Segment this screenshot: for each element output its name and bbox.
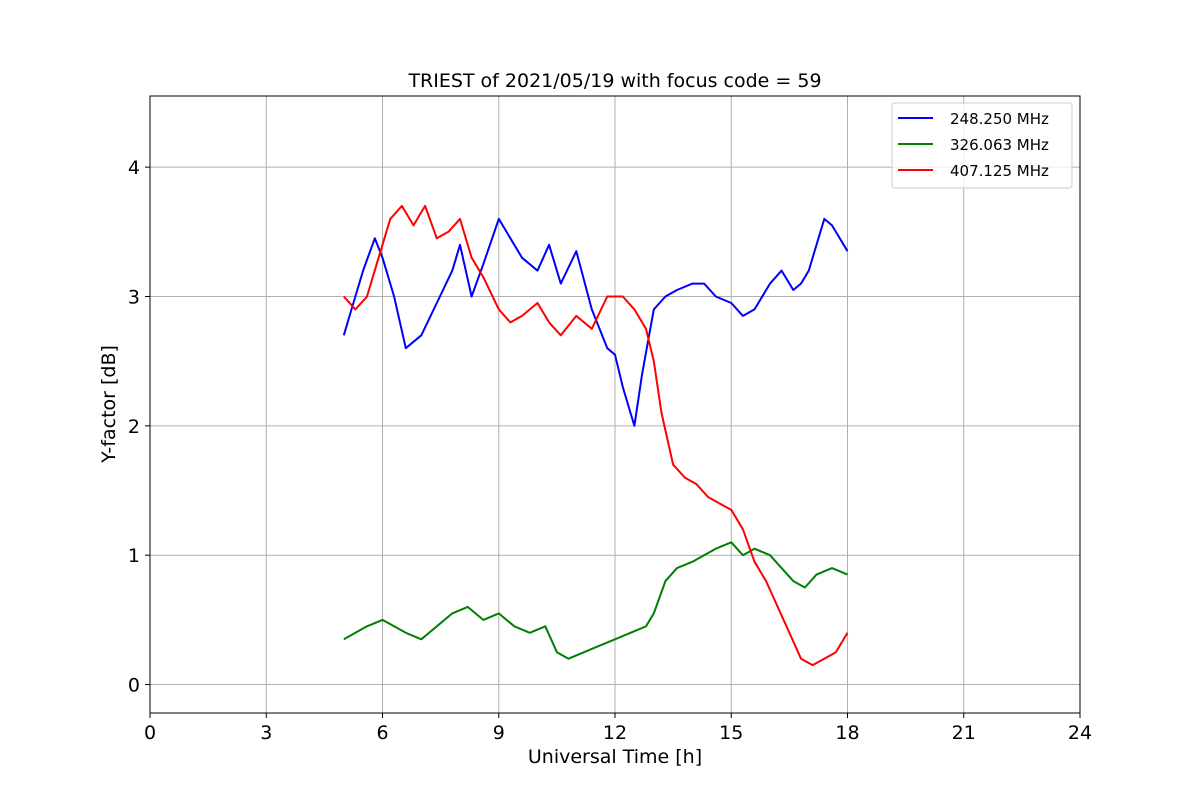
y-axis-label: Y-factor [dB] [98,345,120,464]
x-tick-label: 24 [1068,722,1092,744]
x-tick-label: 6 [376,722,388,744]
y-tick-label: 0 [128,675,140,697]
legend: 248.250 MHz 326.063 MHz 407.125 MHz [891,102,1073,189]
series-line-248-250-mhz [342,217,849,427]
y-tick-label: 1 [128,545,140,567]
legend-label: 248.250 MHz [950,110,1049,128]
series-line-407-125-mhz [343,204,849,667]
x-tick-label: 18 [835,722,859,744]
x-axis-label: Universal Time [h] [528,746,702,768]
x-tick-label: 0 [144,722,156,744]
x-tick-label: 15 [719,722,743,744]
series-lines [342,204,849,667]
y-tick-label: 2 [128,416,140,438]
legend-label: 326.063 MHz [950,136,1049,154]
x-tick-label: 3 [260,722,272,744]
y-tick-label: 4 [128,157,140,179]
series-line-326-063-mhz [343,541,848,660]
y-tick-label: 3 [128,286,140,308]
legend-label: 407.125 MHz [950,162,1049,180]
x-tick-label: 12 [603,722,627,744]
chart-title: TRIEST of 2021/05/19 with focus code = 5… [407,70,821,92]
x-tick-label: 9 [493,722,505,744]
legend-box [891,102,1073,189]
x-tick-label: 21 [952,722,976,744]
